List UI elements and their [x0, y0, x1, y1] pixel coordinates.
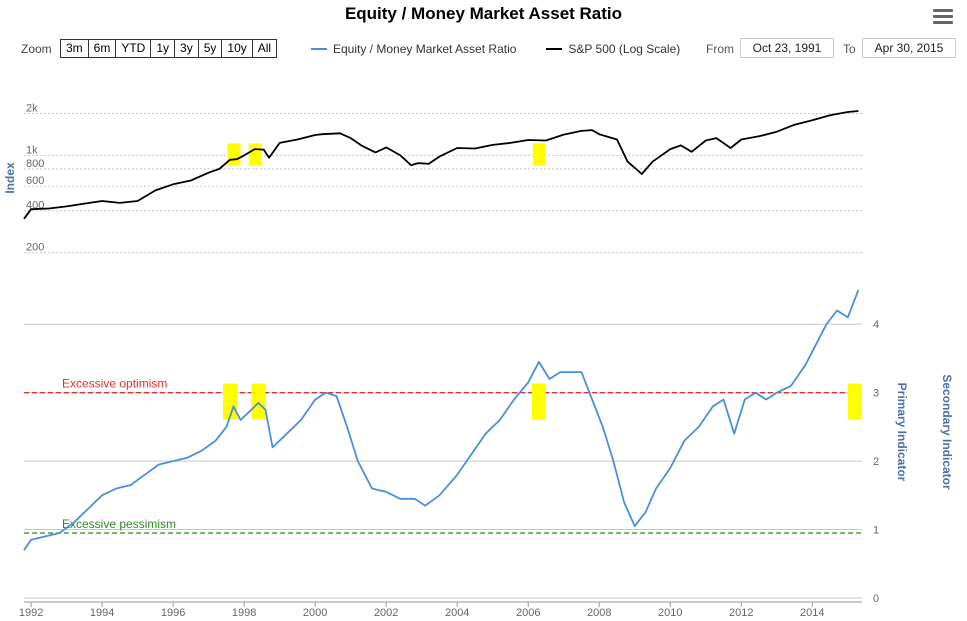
- x-tick-label: 2010: [658, 607, 682, 619]
- lower-tick-label: 0: [873, 593, 879, 605]
- pessimism-label: Excessive pessimism: [62, 517, 176, 531]
- zoom-button-all[interactable]: All: [251, 39, 278, 58]
- menu-icon[interactable]: [933, 9, 953, 25]
- x-tick-label: 1996: [161, 607, 185, 619]
- legend-item-sp500[interactable]: S&P 500 (Log Scale): [546, 42, 680, 56]
- x-tick-label: 2006: [516, 607, 540, 619]
- legend-item-ratio[interactable]: Equity / Money Market Asset Ratio: [311, 42, 516, 56]
- zoom-buttons: 3m 6m YTD 1y 3y 5y 10y All: [60, 39, 278, 58]
- zoom-label: Zoom: [21, 42, 52, 56]
- upper-tick-label: 800: [26, 158, 44, 170]
- to-label: To: [843, 42, 856, 56]
- zoom-button-1y[interactable]: 1y: [150, 39, 176, 58]
- legend-line-sp500: [546, 48, 563, 50]
- lower-tick-label: 4: [873, 319, 879, 331]
- x-tick-label: 1998: [232, 607, 256, 619]
- x-tick-label: 1994: [90, 607, 114, 619]
- upper-tick-label: 1k: [26, 144, 38, 156]
- optimism-label: Excessive optimism: [62, 377, 167, 391]
- upper-tick-label: 200: [26, 242, 44, 254]
- primary-axis-label: Primary Indicator: [895, 383, 909, 482]
- to-date-input[interactable]: Apr 30, 2015: [862, 38, 956, 58]
- lower-highlight-box: [531, 383, 546, 420]
- x-tick-label: 2002: [374, 607, 398, 619]
- zoom-button-3y[interactable]: 3y: [174, 39, 199, 58]
- x-tick-label: 2014: [800, 607, 824, 619]
- lower-highlight-box: [222, 383, 237, 420]
- x-tick-label: 2012: [729, 607, 753, 619]
- x-tick-label: 2000: [303, 607, 327, 619]
- zoom-button-5y[interactable]: 5y: [197, 39, 223, 58]
- legend: Equity / Money Market Asset Ratio S&P 50…: [311, 42, 680, 56]
- lower-tick-label: 1: [873, 525, 879, 537]
- from-label: From: [706, 42, 734, 56]
- x-tick-label: 2008: [587, 607, 611, 619]
- secondary-axis-label: Secondary Indicator: [940, 374, 954, 490]
- upper-tick-label: 2k: [26, 102, 38, 114]
- lower-highlight-box: [847, 383, 862, 420]
- legend-label-sp500: S&P 500 (Log Scale): [568, 42, 681, 56]
- range-selector-toolbar: Zoom 3m 6m YTD 1y 3y 5y 10y All Equity /…: [0, 38, 967, 60]
- upper-highlight-box: [227, 143, 241, 166]
- zoom-button-10y[interactable]: 10y: [221, 39, 253, 58]
- upper-tick-label: 600: [26, 175, 44, 187]
- zoom-button-ytd[interactable]: YTD: [115, 39, 152, 58]
- zoom-button-3m[interactable]: 3m: [60, 39, 89, 58]
- x-tick-label: 1992: [19, 607, 43, 619]
- lower-highlight-box: [251, 383, 266, 420]
- legend-label-ratio: Equity / Money Market Asset Ratio: [333, 42, 517, 56]
- lower-tick-label: 3: [873, 388, 879, 400]
- x-tick-label: 2004: [445, 607, 469, 619]
- chart-title: Equity / Money Market Asset Ratio: [344, 4, 623, 23]
- upper-highlight-box: [248, 143, 262, 166]
- lower-tick-label: 2: [873, 456, 879, 468]
- ratio-series-line[interactable]: [23, 289, 860, 551]
- legend-line-ratio: [311, 48, 327, 50]
- sp500-series-line[interactable]: [23, 110, 859, 220]
- upper-highlight-box: [532, 143, 546, 166]
- from-date-input[interactable]: Oct 23, 1991: [740, 38, 834, 58]
- upper-axis-label: Index: [3, 162, 17, 194]
